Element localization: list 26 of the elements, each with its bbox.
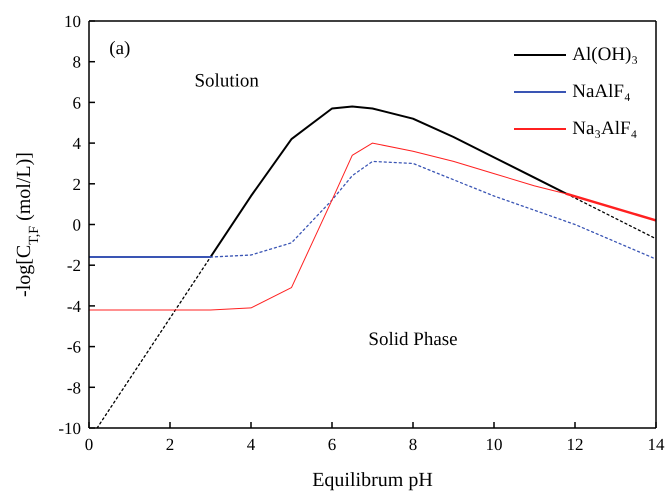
legend-label: NaAlF₄ (572, 80, 631, 102)
y-tick-label: -4 (66, 296, 82, 316)
legend-label: Al(OH)₃ (572, 44, 638, 66)
y-tick-label: -6 (66, 338, 81, 357)
y-tick-label: 4 (72, 134, 82, 154)
y-tick-label: 0 (72, 216, 81, 235)
y-tick-label: -2 (66, 256, 81, 276)
x-tick-label: 4 (246, 435, 256, 454)
x-tick-label: 0 (84, 435, 94, 454)
y-tick-label: -10 (58, 419, 81, 438)
legend-label: Na₃AlF₄ (572, 118, 638, 140)
annotation: Solution (194, 70, 260, 92)
y-tick-label: 10 (64, 12, 81, 32)
y-tick-label: 2 (72, 174, 81, 194)
x-tick-label: 8 (408, 435, 418, 454)
x-tick-label: 14 (648, 435, 665, 454)
x-axis-title: Equilibrum pH (312, 469, 433, 491)
y-tick-label: -8 (66, 378, 81, 398)
x-tick-label: 2 (166, 435, 174, 454)
y-tick-label: 6 (72, 93, 81, 112)
annotation: (a) (109, 38, 130, 59)
x-tick-label: 6 (328, 435, 336, 454)
y-tick-label: 8 (72, 52, 81, 72)
x-tick-label: 12 (566, 435, 584, 454)
annotation: Solid Phase (368, 328, 458, 350)
x-tick-label: 10 (486, 435, 502, 454)
